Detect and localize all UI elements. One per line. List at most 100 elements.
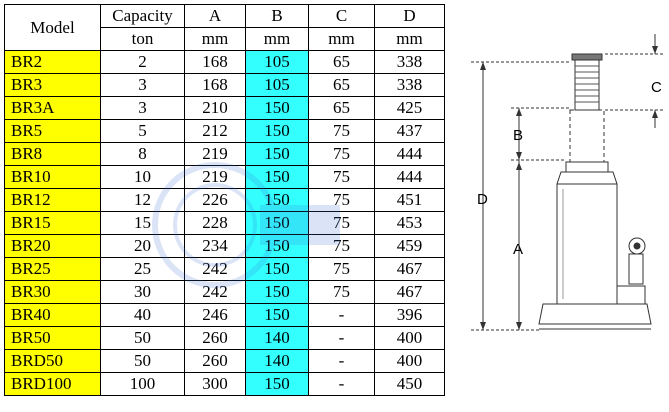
table-row: BR10 10 219 150 75 444 (4, 165, 445, 189)
table-row: BRD50 50 260 140-400 (4, 349, 445, 373)
cell-capacity: 40 (100, 303, 185, 327)
extension-screw (571, 53, 603, 111)
cell-a: 246 (184, 303, 246, 327)
cell-b: 150 (245, 280, 309, 304)
cell-d: 467 (374, 257, 445, 281)
cell-c: - (308, 303, 375, 327)
cell-a: 260 (184, 349, 246, 373)
bottle-jack-diagram: D A B C (471, 34, 665, 331)
cell-capacity: 10 (100, 165, 185, 189)
cell-b: 105 (245, 73, 309, 97)
cell-d: 396 (374, 303, 445, 327)
table-row: BR25 25 242 150 75 467 (4, 257, 445, 281)
unit-c: mm (308, 27, 375, 51)
cell-c: 65 (308, 73, 375, 97)
unit-b: mm (245, 27, 309, 51)
cell-d: 437 (374, 119, 445, 143)
cell-c: 75 (308, 280, 375, 304)
cell-b: 140 (245, 349, 309, 373)
spec-table: Model Capacity A B C D ton mm mm mm mm B… (4, 4, 445, 396)
table-row: BR15 15 228 150 75 453 (4, 211, 445, 235)
cell-a: 260 (184, 326, 246, 350)
cell-b: 105 (245, 50, 309, 74)
cell-c: 75 (308, 165, 375, 189)
cell-a: 219 (184, 165, 246, 189)
header-row-1: Model Capacity A B C D (4, 4, 445, 51)
cell-model: BR12 (4, 188, 101, 212)
cell-capacity: 20 (100, 234, 185, 258)
cell-a: 300 (184, 372, 246, 396)
cell-capacity: 5 (100, 119, 185, 143)
table-row: BR8 8 219 150 75 444 (4, 142, 445, 166)
cell-model: BR25 (4, 257, 101, 281)
cell-b: 150 (245, 372, 309, 396)
cell-model: BR15 (4, 211, 101, 235)
cell-d: 338 (374, 73, 445, 97)
table-row: BRD100 100 300 150-450 (4, 372, 445, 396)
cell-c: 75 (308, 211, 375, 235)
cell-b: 150 (245, 257, 309, 281)
cell-a: 228 (184, 211, 246, 235)
cell-d: 459 (374, 234, 445, 258)
cell-model: BR8 (4, 142, 101, 166)
jack-body (556, 171, 618, 305)
cell-capacity: 3 (100, 96, 185, 120)
cell-b: 150 (245, 142, 309, 166)
cell-capacity: 50 (100, 326, 185, 350)
cell-model: BR30 (4, 280, 101, 304)
table-row: BR12 12 226 150 75 451 (4, 188, 445, 212)
cell-model: BR3 (4, 73, 101, 97)
cell-a: 226 (184, 188, 246, 212)
cell-a: 234 (184, 234, 246, 258)
cell-d: 444 (374, 165, 445, 189)
cell-capacity: 100 (100, 372, 185, 396)
cell-d: 467 (374, 280, 445, 304)
cell-c: 75 (308, 257, 375, 281)
cell-model: BR40 (4, 303, 101, 327)
header-c: C (308, 4, 375, 28)
cell-c: - (308, 349, 375, 373)
table-row: BR50 50 260 140-400 (4, 326, 445, 350)
cell-b: 150 (245, 188, 309, 212)
cell-model: BRD50 (4, 349, 101, 373)
cell-capacity: 3 (100, 73, 185, 97)
cell-a: 212 (184, 119, 246, 143)
cell-d: 425 (374, 96, 445, 120)
cell-model: BR20 (4, 234, 101, 258)
cell-a: 219 (184, 142, 246, 166)
cell-c: 75 (308, 234, 375, 258)
header-model: Model (4, 4, 101, 51)
cell-capacity: 12 (100, 188, 185, 212)
cell-b: 150 (245, 119, 309, 143)
unit-d: mm (374, 27, 445, 51)
cell-d: 450 (374, 372, 445, 396)
cell-capacity: 50 (100, 349, 185, 373)
label-c: C (651, 79, 662, 96)
cell-b: 150 (245, 96, 309, 120)
cell-a: 242 (184, 257, 246, 281)
cell-b: 150 (245, 211, 309, 235)
cell-model: BR10 (4, 165, 101, 189)
cell-d: 338 (374, 50, 445, 74)
cell-a: 242 (184, 280, 246, 304)
cell-model: BR5 (4, 119, 101, 143)
cell-c: - (308, 372, 375, 396)
cell-capacity: 15 (100, 211, 185, 235)
jack-base (538, 303, 652, 325)
cell-b: 150 (245, 234, 309, 258)
cell-a: 168 (184, 50, 246, 74)
header-a: A (184, 4, 246, 28)
header-d: D (374, 4, 445, 28)
table-row: BR40 40 246 150-396 (4, 303, 445, 327)
cell-model: BR50 (4, 326, 101, 350)
cell-model: BRD100 (4, 372, 101, 396)
cell-d: 400 (374, 349, 445, 373)
header-b: B (245, 4, 309, 28)
cell-c: 75 (308, 188, 375, 212)
cell-capacity: 8 (100, 142, 185, 166)
ram-extended (569, 109, 605, 163)
ram-collar (565, 161, 609, 173)
cell-a: 168 (184, 73, 246, 97)
cell-capacity: 2 (100, 50, 185, 74)
table-row: BR3 3 168 105 65 338 (4, 73, 445, 97)
